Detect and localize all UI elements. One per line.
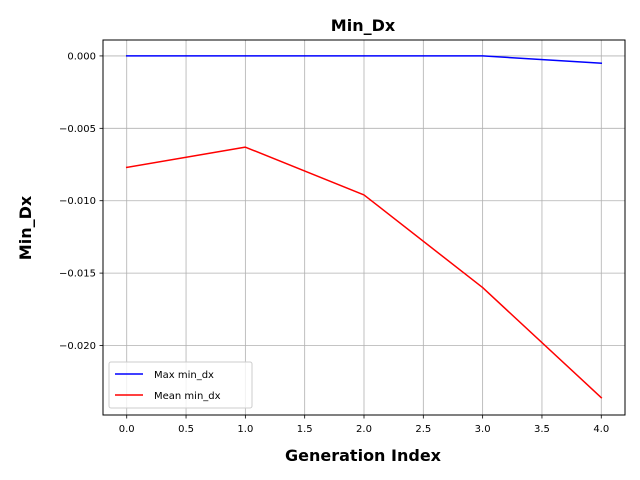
x-tick-label: 0.0 (119, 424, 135, 435)
y-axis-label: Min_Dx (16, 195, 35, 260)
series-line-0 (125, 55, 603, 64)
x-tick-label: 3.5 (534, 424, 550, 435)
y-tick-label: −0.005 (59, 124, 96, 135)
y-tick-label: −0.010 (59, 196, 96, 207)
x-tick-label: 1.0 (237, 424, 253, 435)
series-line-1 (125, 146, 603, 399)
x-tick-label: 3.0 (475, 424, 491, 435)
legend-label: Max min_dx (154, 370, 214, 381)
x-tick-label: 2.5 (415, 424, 431, 435)
y-tick-label: −0.020 (59, 341, 96, 352)
x-tick-label: 4.0 (593, 424, 609, 435)
x-tick-label: 2.0 (356, 424, 372, 435)
axis-ticks: 0.0 0.5 1.0 1.5 2.0 2.5 3.0 3.5 4.0 0.000 −0.005 −0… (59, 51, 609, 435)
series-lines (125, 55, 603, 399)
legend: Max min_dx Mean min_dx (108, 361, 253, 409)
legend-label: Mean min_dx (154, 391, 221, 402)
chart-title: Min_Dx (331, 16, 396, 35)
legend-box (108, 361, 253, 409)
grid (103, 40, 625, 415)
x-axis-label: Generation Index (285, 446, 442, 465)
x-tick-label: 1.5 (297, 424, 313, 435)
y-tick-label: 0.000 (67, 51, 96, 62)
x-tick-label: 0.5 (178, 424, 194, 435)
y-tick-label: −0.015 (59, 269, 96, 280)
